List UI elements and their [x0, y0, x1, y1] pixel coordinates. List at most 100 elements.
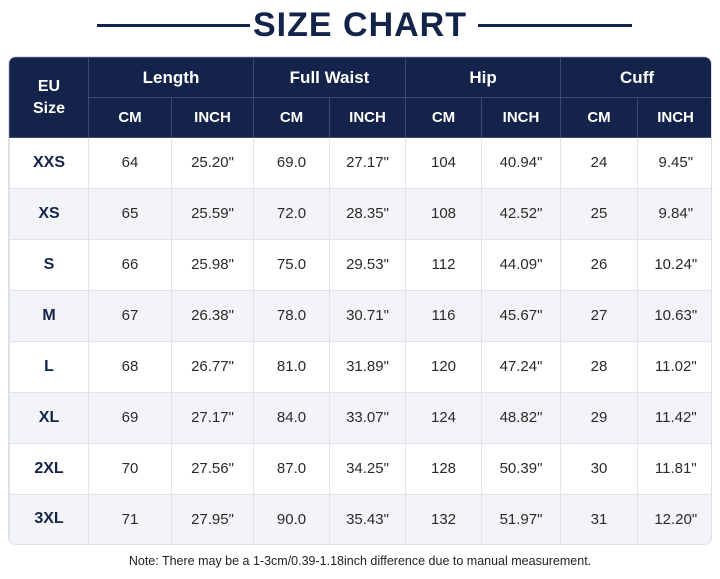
cell: 25.98"	[171, 238, 254, 291]
table-row: 3XL 71 27.95" 90.0 35.43" 132 51.97" 31 12.20"	[9, 493, 711, 544]
table-frame: EU Size Length Full Waist Hip Cuff CM INCH CM INC…	[8, 56, 712, 545]
cell: 90.0	[253, 493, 330, 544]
cell: 27	[560, 289, 638, 342]
cell: 50.39"	[480, 442, 561, 495]
cell: 35.43"	[329, 493, 406, 544]
group-header: Hip	[404, 57, 562, 98]
cell: 42.52"	[480, 187, 561, 240]
unit-header: CM	[88, 97, 172, 138]
size-cell: XS	[9, 187, 89, 240]
cell: 81.0	[253, 340, 330, 393]
cell: 9.84"	[637, 187, 711, 240]
cell: 12.20"	[637, 493, 711, 544]
cell: 69.0	[253, 137, 330, 189]
header: SIZE CHART	[0, 0, 720, 52]
cell: 51.97"	[480, 493, 561, 544]
cell: 10.63"	[637, 289, 711, 342]
cell: 40.94"	[480, 137, 561, 189]
cell: 108	[405, 187, 482, 240]
size-cell: 3XL	[9, 493, 89, 544]
cell: 30.71"	[329, 289, 406, 342]
cell: 84.0	[253, 391, 330, 444]
cell: 29	[560, 391, 638, 444]
cell: 25	[560, 187, 638, 240]
cell: 128	[405, 442, 482, 495]
table-row: M 67 26.38" 78.0 30.71" 116 45.67" 27 10.63"	[9, 289, 711, 342]
size-header-text: Size	[32, 99, 65, 117]
cell: 120	[405, 340, 482, 393]
cell: 48.82"	[480, 391, 561, 444]
cell: 69	[88, 391, 172, 444]
cell: 25.59"	[171, 187, 254, 240]
cell: 65	[88, 187, 172, 240]
title-rule	[478, 24, 632, 27]
size-cell: S	[9, 238, 89, 291]
table-row: L 68 26.77" 81.0 31.89" 120 47.24" 28 11.02"	[9, 340, 711, 393]
cell: 26.77"	[171, 340, 254, 393]
unit-header: INCH	[171, 97, 254, 138]
unit-header: CM	[253, 97, 330, 138]
cell: 112	[405, 238, 482, 291]
cell: 28	[560, 340, 638, 393]
size-cell: XL	[9, 391, 89, 444]
note: Note: There may be a 1-3cm/0.39-1.18inch…	[128, 554, 592, 568]
unit-header: CM	[405, 97, 482, 138]
cell: 26	[560, 238, 638, 291]
size-cell: XXS	[9, 137, 89, 189]
cell: 26.38"	[171, 289, 254, 342]
table-row: S 66 25.98" 75.0 29.53" 112 44.09" 26 10.24"	[9, 238, 711, 291]
header-row: EU Size Length Full Waist Hip Cuff	[9, 57, 711, 138]
cell: 9.45"	[637, 137, 711, 189]
group-header: Cuff	[560, 57, 711, 98]
cell: 72.0	[253, 187, 330, 240]
cell: 11.02"	[637, 340, 711, 393]
cell: 47.24"	[480, 340, 561, 393]
cell: 34.25"	[329, 442, 406, 495]
cell: 33.07"	[329, 391, 406, 444]
cell: 45.67"	[480, 289, 561, 342]
cell: 29.53"	[329, 238, 406, 291]
size-cell: M	[9, 289, 89, 342]
unit-header: INCH	[329, 97, 406, 138]
unit-header: CM	[560, 97, 639, 138]
cell: 11.42"	[637, 391, 711, 444]
cell: 87.0	[253, 442, 330, 495]
cell: 68	[88, 340, 172, 393]
table-row: XS 65 25.59" 72.0 28.35" 108 42.52" 25 9.84"	[9, 187, 711, 240]
group-header: Full Waist	[253, 57, 406, 98]
cell: 28.35"	[329, 187, 406, 240]
size-header: EU Size	[9, 57, 89, 138]
header-row: CM INCH CM INCH CM INCH CM INCH	[10, 97, 711, 138]
size-header-text: EU	[37, 77, 61, 95]
cell: 67	[88, 289, 172, 342]
cell: 27.17"	[329, 137, 406, 189]
unit-header: INCH	[637, 97, 711, 138]
cell: 124	[405, 391, 482, 444]
cell: 11.81"	[637, 442, 711, 495]
cell: 132	[405, 493, 482, 544]
size-table: EU Size Length Full Waist Hip Cuff CM INCH CM INC…	[9, 57, 711, 544]
cell: 10.24"	[637, 238, 711, 291]
cell: 25.20"	[171, 137, 254, 189]
cell: 64	[88, 137, 172, 189]
group-header: Length	[88, 57, 254, 98]
cell: 27.56"	[171, 442, 254, 495]
cell: 44.09"	[480, 238, 561, 291]
size-cell: 2XL	[9, 442, 89, 495]
cell: 66	[88, 238, 172, 291]
cell: 24	[560, 137, 638, 189]
cell: 104	[405, 137, 482, 189]
cell: 30	[560, 442, 638, 495]
table-row: XL 69 27.17" 84.0 33.07" 124 48.82" 29 11.42"	[9, 391, 711, 444]
cell: 31	[560, 493, 638, 544]
cell: 70	[88, 442, 172, 495]
title-rule	[97, 24, 250, 27]
table-row: 2XL 70 27.56" 87.0 34.25" 128 50.39" 30 11.81"	[9, 442, 711, 495]
cell: 27.95"	[171, 493, 254, 544]
cell: 78.0	[253, 289, 330, 342]
cell: 116	[405, 289, 482, 342]
cell: 75.0	[253, 238, 330, 291]
unit-header: INCH	[480, 97, 562, 138]
size-cell: L	[9, 340, 89, 393]
